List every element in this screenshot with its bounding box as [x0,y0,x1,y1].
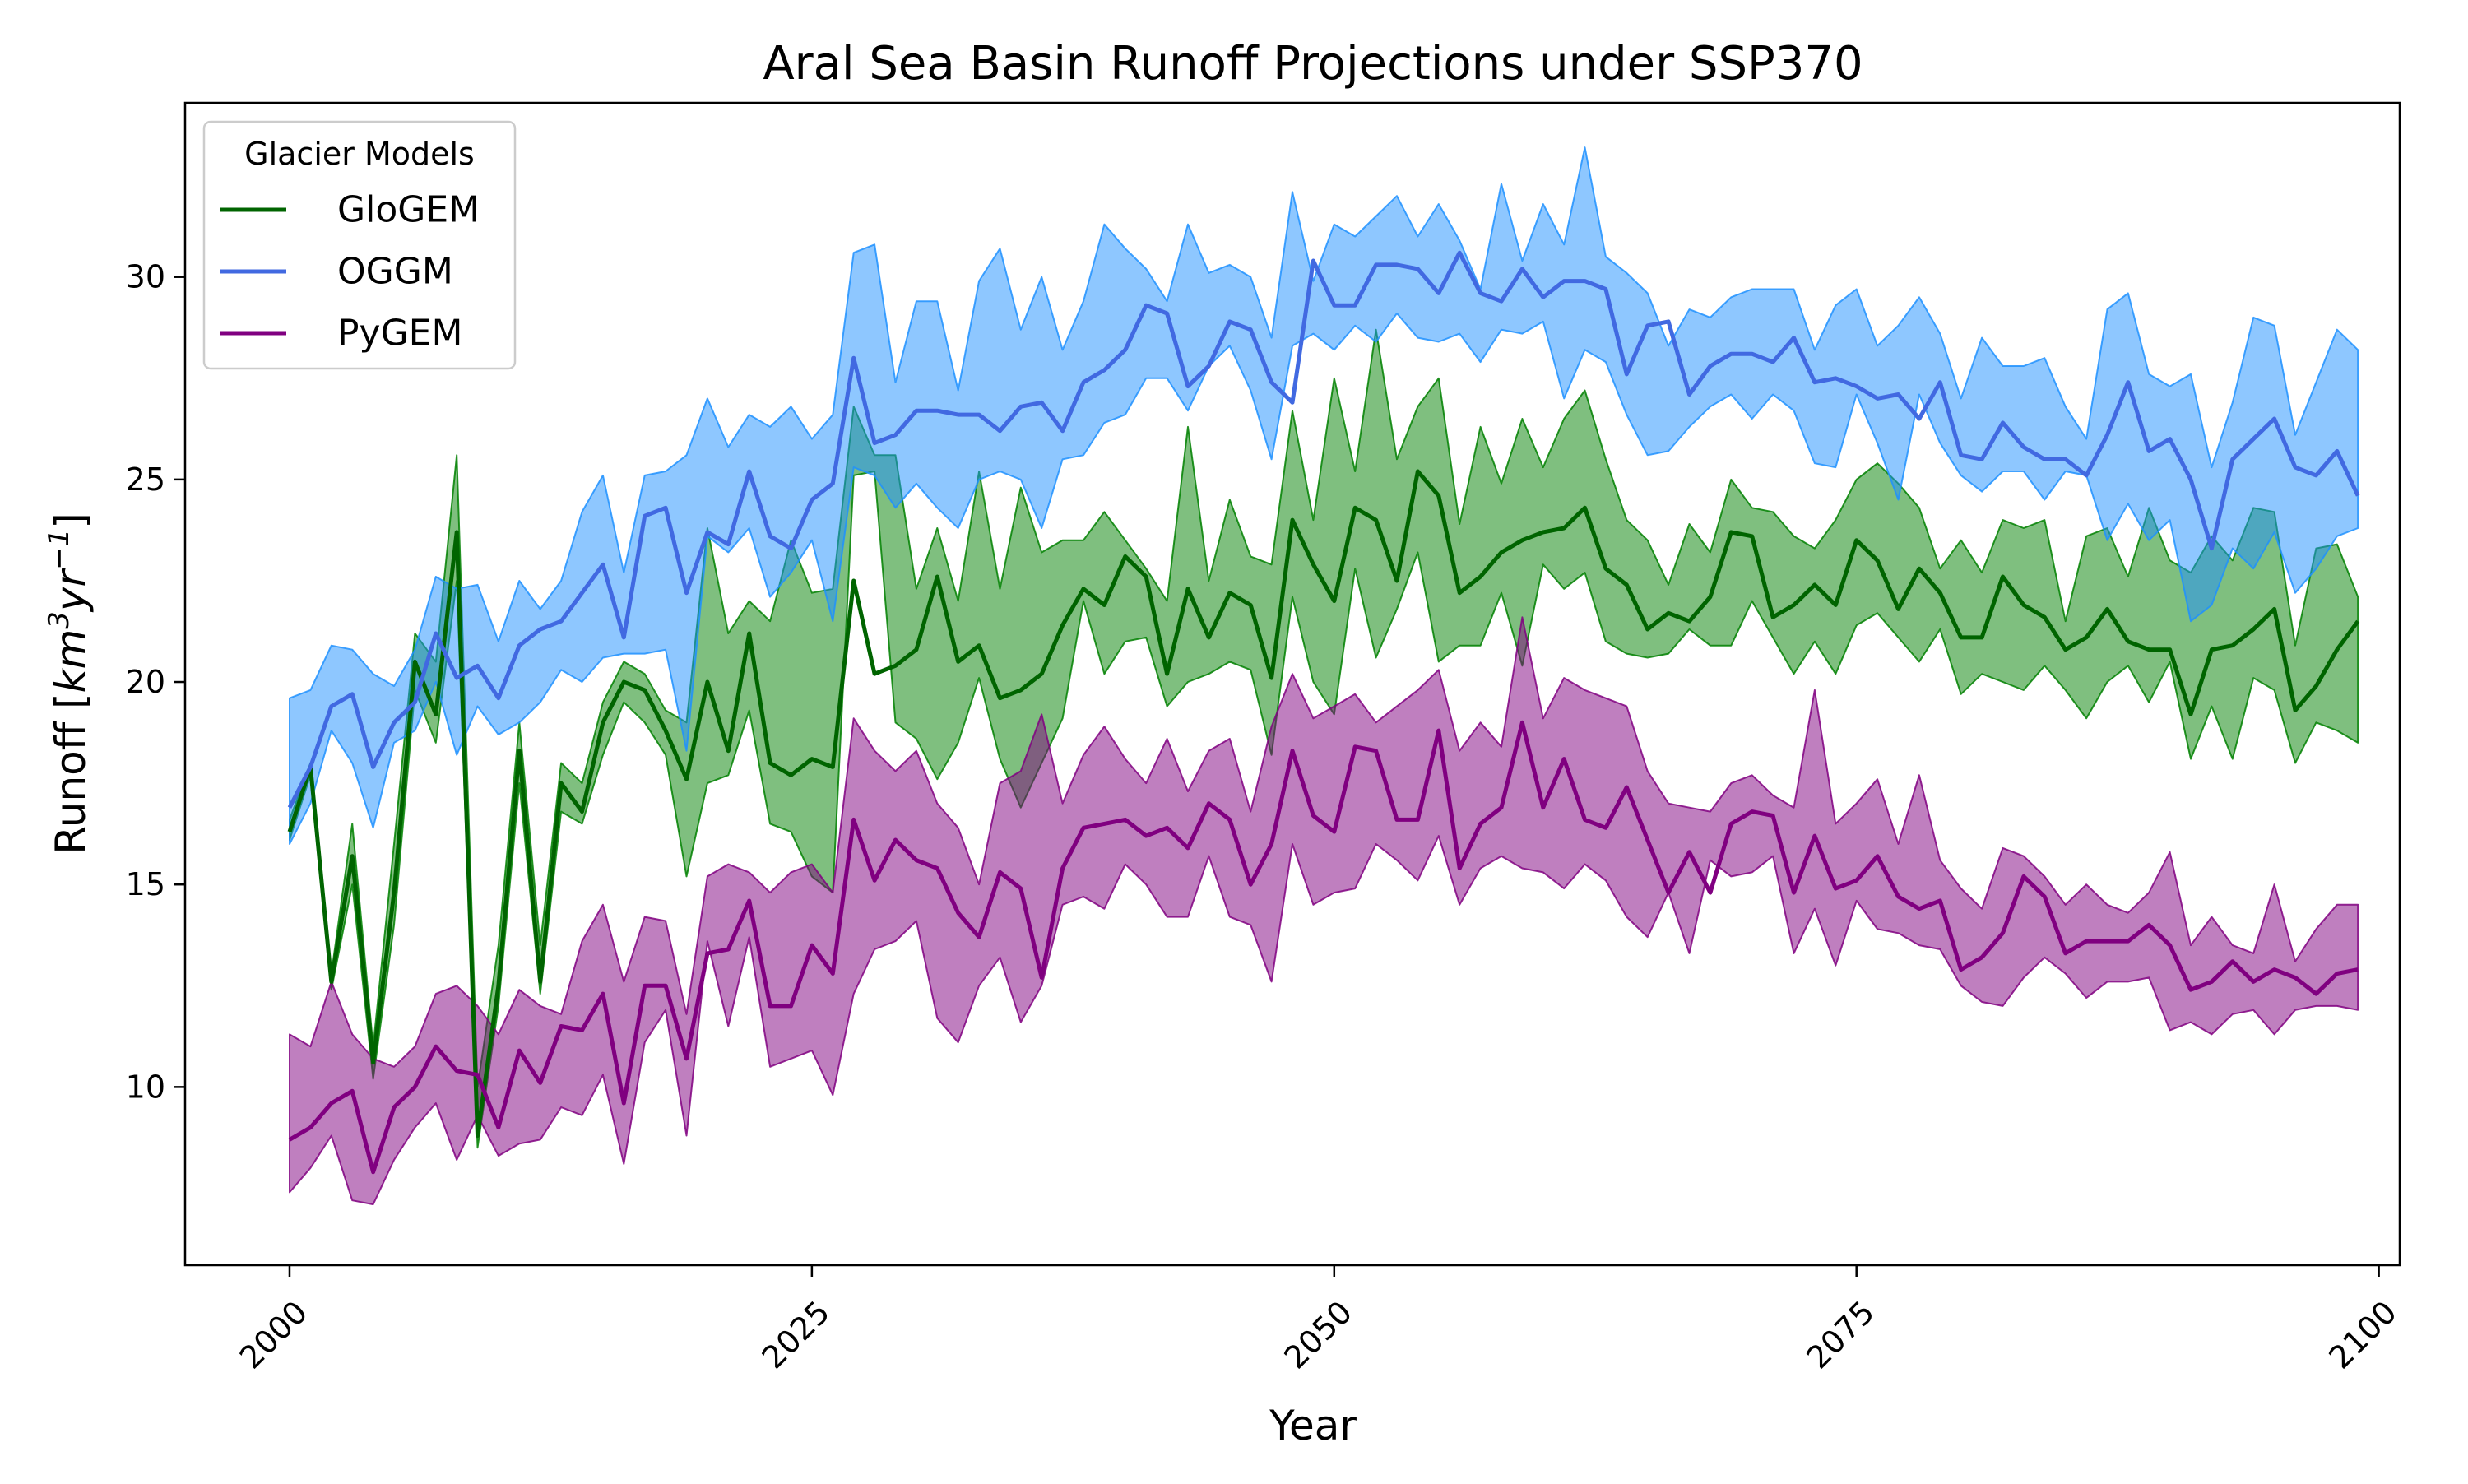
x-tick-label-2050: 2050 [1278,1294,1360,1376]
legend-title: Glacier Models [244,136,475,172]
legend-label-glogem: GloGEM [337,189,480,231]
chart-title: Aral Sea Basin Runoff Projections under … [763,37,1863,90]
line-oggm [287,250,2360,809]
y-axis-label: Runoff [km3yr−1] [43,512,95,854]
x-tick-label-2075: 2075 [1799,1294,1881,1376]
y-tick-label-10: 10 [126,1069,165,1105]
band-oggm [289,146,2359,845]
legend: Glacier Models GloGEM OGGM PyGEM [202,120,517,370]
band-layer [289,146,2359,1206]
legend-box [202,120,517,370]
y-tick-label-15: 15 [126,866,165,902]
legend-label-oggm: OGGM [337,251,453,293]
y-tick-label-25: 25 [126,461,165,498]
legend-items: GloGEM OGGM PyGEM [220,189,480,355]
y-tick-label-30: 30 [126,259,165,295]
line-layer [287,250,2360,1175]
line-glogem [287,469,2360,1138]
plot-frame [183,101,2401,1267]
y-tick-label-20: 20 [126,664,165,700]
x-tick-label-2000: 2000 [233,1294,315,1376]
x-axis-label: Year [1269,1402,1357,1449]
line-pygem [288,720,2359,1175]
band-glogem [289,328,2359,1149]
x-tick-label-2025: 2025 [755,1294,837,1376]
x-tick-label-2100: 2100 [2322,1294,2404,1376]
legend-label-pygem: PyGEM [337,313,462,355]
